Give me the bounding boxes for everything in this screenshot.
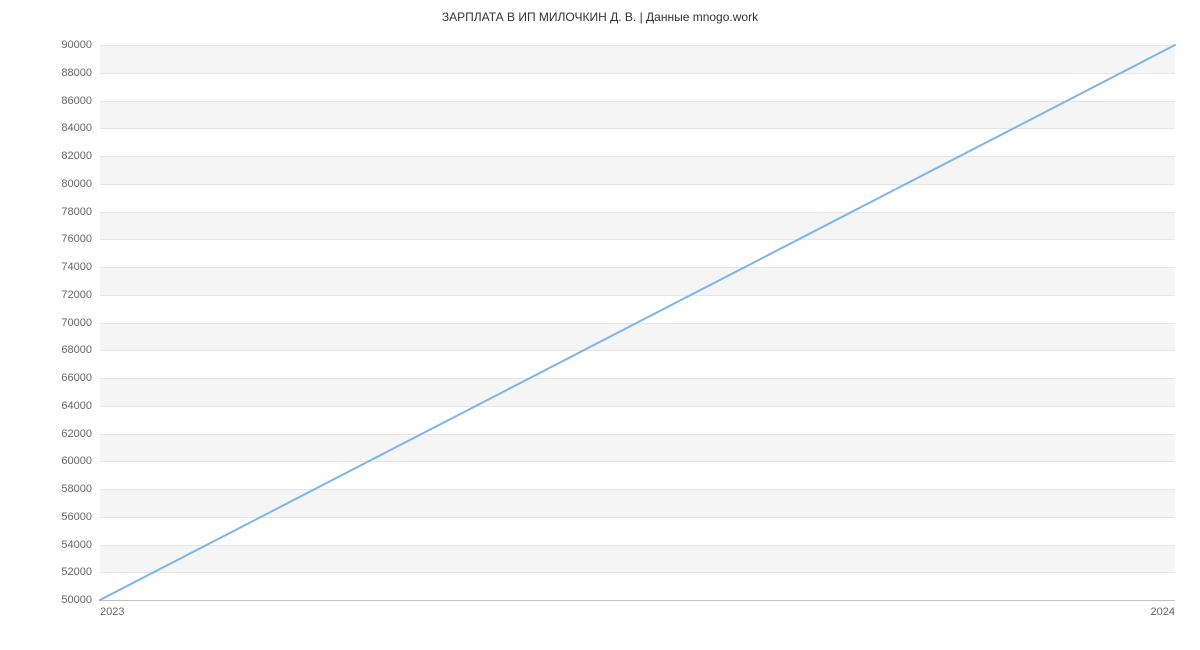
series-line-salary	[100, 45, 1175, 600]
y-tick-label: 72000	[61, 289, 92, 301]
chart-title: ЗАРПЛАТА В ИП МИЛОЧКИН Д. В. | Данные mn…	[0, 0, 1200, 24]
y-tick-label: 82000	[61, 150, 92, 162]
y-tick-label: 54000	[61, 539, 92, 551]
y-tick-label: 90000	[61, 39, 92, 51]
y-tick-label: 56000	[61, 511, 92, 523]
y-tick-label: 88000	[61, 67, 92, 79]
y-tick-label: 64000	[61, 400, 92, 412]
x-tick-label: 2023	[100, 606, 124, 618]
y-tick-label: 52000	[61, 566, 92, 578]
y-tick-label: 78000	[61, 206, 92, 218]
series-layer	[100, 45, 1175, 600]
y-tick-label: 84000	[61, 122, 92, 134]
y-tick-label: 62000	[61, 428, 92, 440]
y-tick-label: 70000	[61, 317, 92, 329]
y-tick-label: 80000	[61, 178, 92, 190]
y-tick-label: 60000	[61, 455, 92, 467]
chart-container: 50000 52000 54000 56000 58000 60000 62000 64000…	[0, 30, 1200, 630]
y-tick-label: 58000	[61, 483, 92, 495]
x-axis-line	[100, 600, 1175, 601]
x-tick-label: 2024	[1151, 606, 1175, 618]
y-tick-label: 86000	[61, 95, 92, 107]
y-tick-label: 74000	[61, 261, 92, 273]
y-tick-label: 76000	[61, 233, 92, 245]
y-tick-label: 66000	[61, 372, 92, 384]
y-tick-label: 68000	[61, 344, 92, 356]
plot-area: 5000052000540005600058000600006200064000…	[100, 45, 1175, 600]
y-tick-label: 50000	[61, 594, 92, 606]
